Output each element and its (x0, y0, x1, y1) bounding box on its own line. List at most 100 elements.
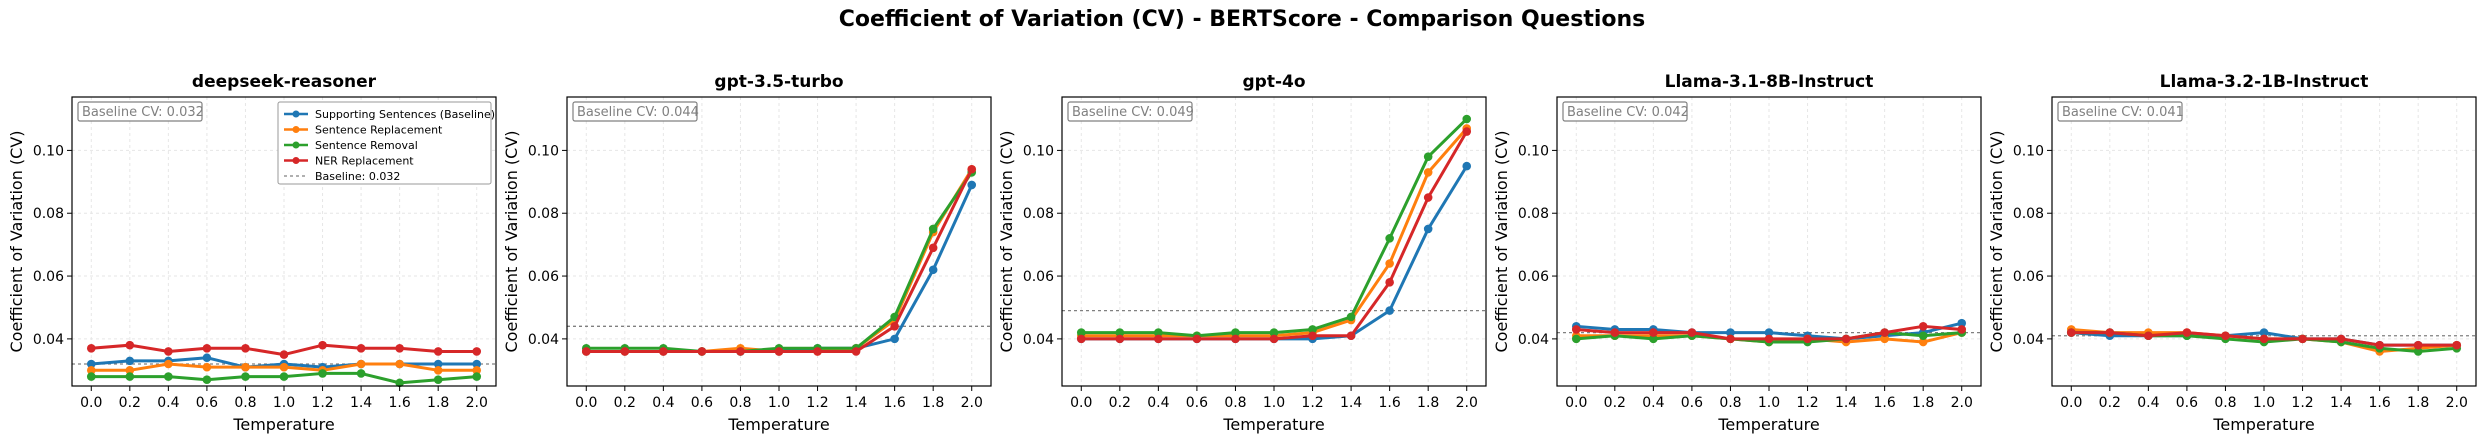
data-point-s1-9 (1423, 224, 1433, 234)
data-point-s2-9 (1918, 337, 1928, 347)
data-point-s3-5 (1269, 328, 1279, 337)
data-point-s3-0 (1076, 328, 1086, 337)
x-tick-label-2: 0.4 (2137, 395, 2159, 411)
subplot-title: Llama-3.2-1B-Instruct (2160, 72, 2369, 92)
data-point-s4-4 (2221, 331, 2230, 341)
data-point-s3-4 (1231, 328, 1240, 337)
y-tick-label-1: 0.06 (1023, 269, 1054, 285)
data-point-s3-7 (356, 369, 366, 378)
data-point-s3-2 (1154, 328, 1163, 337)
data-point-s4-1 (1115, 334, 1125, 344)
data-point-s3-6 (318, 369, 327, 378)
data-point-s4-4 (1726, 334, 1735, 344)
x-tick-label-6: 1.2 (1301, 395, 1323, 411)
x-tick-label-4: 0.8 (2214, 395, 2236, 411)
baseline-annotation: Baseline CV: 0.044 (572, 101, 699, 122)
data-point-s4-4 (241, 344, 250, 353)
data-point-s4-3 (202, 344, 212, 353)
y-axis-label: Coefficient of Variation (CV) (1987, 130, 2006, 352)
y-tick-label-3: 0.10 (1023, 143, 1054, 159)
x-tick-label-6: 1.2 (806, 395, 828, 411)
legend-marker-2 (292, 126, 300, 133)
x-tick-label-0: 0.0 (1070, 395, 1092, 411)
y-tick-label-0: 0.04 (1023, 332, 1054, 348)
data-point-s3-0 (1571, 334, 1581, 344)
baseline-annotation-box (77, 101, 203, 122)
x-tick-label-10: 2.0 (1951, 395, 1973, 411)
legend-label-2: Sentence Replacement (315, 124, 443, 137)
subplot-4: 0.0 0.2 0.4 0.6 0.8 1.0 1.2 1.4 1.6 1.8 2.0 0.04 0.0… (1492, 72, 1982, 434)
data-point-s4-8 (890, 322, 899, 331)
data-point-s2-1 (125, 365, 135, 375)
y-tick-label-2: 0.08 (1518, 206, 1549, 222)
baseline-annotation-box (2057, 101, 2183, 122)
x-tick-label-0: 0.0 (2060, 395, 2082, 411)
x-tick-label-8: 1.6 (884, 395, 906, 411)
data-point-s1-9 (928, 265, 938, 275)
data-point-s3-6 (1308, 325, 1317, 334)
data-point-s4-7 (1841, 334, 1851, 344)
baseline-annotation: Baseline CV: 0.042 (1562, 101, 1689, 122)
data-point-s3-1 (1115, 328, 1125, 337)
subplot-title: Llama-3.1-8B-Instruct (1665, 72, 1874, 92)
data-point-s3-1 (125, 372, 135, 381)
x-tick-label-8: 1.6 (2369, 395, 2391, 411)
x-tick-label-6: 1.2 (1796, 395, 1818, 411)
x-tick-label-10: 2.0 (466, 395, 488, 411)
baseline-annotation: Baseline CV: 0.041 (2057, 101, 2184, 122)
x-tick-label-3: 0.6 (1681, 395, 1703, 411)
x-tick-label-9: 1.8 (1912, 395, 1934, 411)
baseline-annotation-box (1067, 101, 1193, 122)
data-point-s4-6 (1803, 334, 1812, 344)
x-tick-label-9: 1.8 (427, 395, 449, 411)
data-point-s4-1 (125, 340, 135, 350)
data-point-s1-5 (2259, 328, 2269, 337)
data-point-s1-9 (433, 359, 443, 369)
data-point-s4-1 (620, 347, 630, 356)
data-point-s4-1 (1610, 328, 1620, 337)
data-point-s2-4 (241, 362, 250, 372)
baseline-annotation: Baseline CV: 0.049 (1067, 101, 1194, 122)
baseline-annotation-box (572, 101, 698, 122)
data-point-s4-6 (813, 347, 822, 356)
y-axis-label: Coefficient of Variation (CV) (502, 130, 521, 352)
data-point-s3-10 (472, 372, 482, 381)
data-point-s3-7 (1346, 312, 1356, 322)
legend-label-5: Baseline: 0.032 (315, 170, 400, 183)
data-point-s4-0 (2066, 328, 2076, 337)
data-point-s1-8 (1385, 306, 1394, 315)
legend-label-4: NER Replacement (315, 155, 414, 168)
data-point-s2-8 (395, 359, 404, 369)
data-point-s4-4 (736, 347, 745, 356)
data-point-s3-10 (1462, 114, 1472, 124)
x-tick-label-3: 0.6 (691, 395, 713, 411)
subplot-title: gpt-4o (1242, 72, 1305, 92)
data-point-s4-9 (928, 243, 938, 253)
x-tick-label-5: 1.0 (1758, 395, 1780, 411)
data-point-s3-2 (1649, 334, 1658, 344)
data-point-s4-2 (164, 347, 173, 356)
data-point-s1-5 (1764, 328, 1774, 337)
x-tick-label-1: 0.2 (119, 395, 141, 411)
legend-label-3: Sentence Removal (315, 139, 418, 152)
data-point-s4-9 (433, 347, 443, 356)
x-tick-label-5: 1.0 (2253, 395, 2275, 411)
data-point-s3-5 (279, 372, 289, 381)
data-point-s1-10 (967, 180, 977, 190)
x-tick-label-7: 1.4 (1835, 395, 1857, 411)
data-point-s2-9 (433, 365, 443, 375)
data-point-s2-7 (356, 359, 366, 369)
data-point-s2-8 (1385, 259, 1394, 268)
x-axis-label: Temperature (1222, 415, 1324, 434)
x-tick-label-4: 0.8 (1719, 395, 1741, 411)
data-point-s3-9 (1918, 331, 1928, 341)
data-point-s4-6 (2298, 334, 2307, 344)
data-point-s4-0 (1571, 325, 1581, 334)
x-tick-label-2: 0.4 (157, 395, 179, 411)
data-point-s4-6 (1308, 331, 1317, 341)
x-tick-label-5: 1.0 (1263, 395, 1285, 411)
x-tick-label-5: 1.0 (768, 395, 790, 411)
x-tick-label-2: 0.4 (1642, 395, 1664, 411)
data-point-s4-2 (1649, 328, 1658, 337)
